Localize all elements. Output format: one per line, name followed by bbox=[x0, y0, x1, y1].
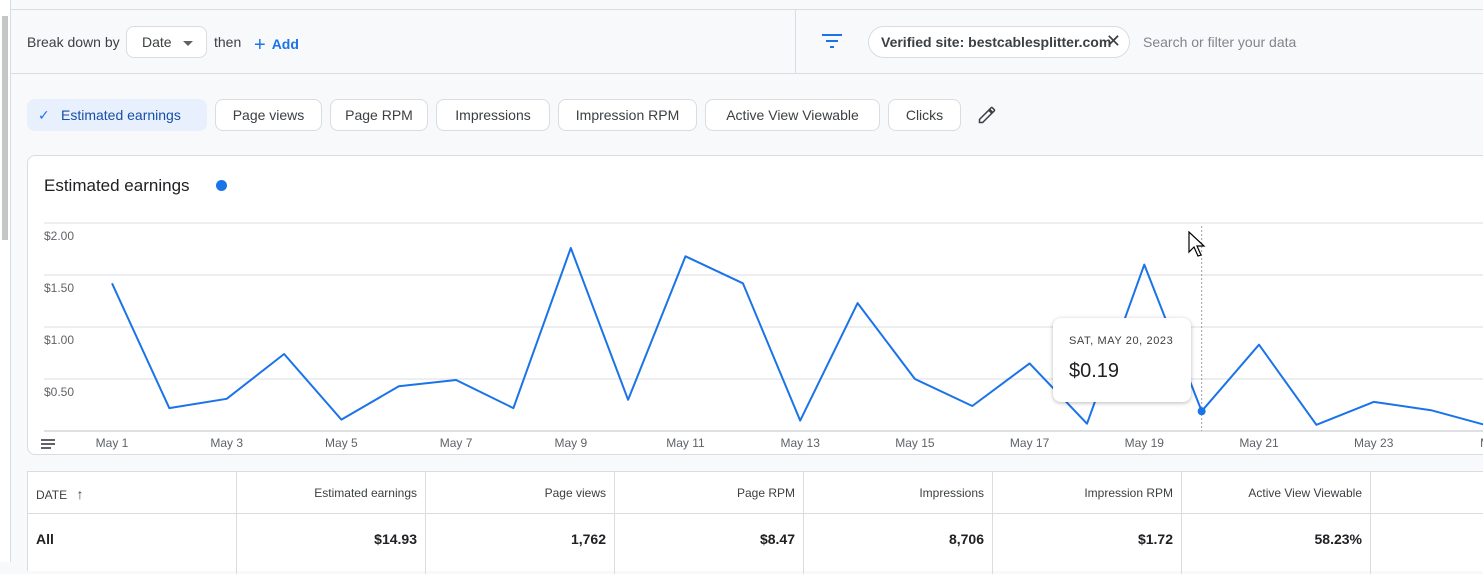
metric-chip-clicks[interactable]: Clicks bbox=[888, 99, 961, 131]
arrow-up-icon: ↑ bbox=[76, 486, 84, 502]
report-table: DATE ↑ Estimated earnings Page views Pag… bbox=[27, 471, 1483, 574]
breakdown-label: Break down by bbox=[27, 34, 120, 50]
column-header-estimated-earnings[interactable]: Estimated earnings bbox=[237, 472, 426, 514]
y-tick-label: $2.00 bbox=[44, 229, 74, 243]
filter-icon[interactable] bbox=[822, 34, 842, 50]
x-tick-label: May 17 bbox=[1010, 436, 1050, 450]
metric-chip-label: Estimated earnings bbox=[61, 107, 181, 123]
column-header-page-views[interactable]: Page views bbox=[426, 472, 615, 514]
column-header-impressions[interactable]: Impressions bbox=[804, 472, 993, 514]
table-cell-page-views: 1,762 bbox=[426, 514, 615, 574]
plus-icon: + bbox=[254, 34, 266, 56]
add-breakdown-button[interactable]: + Add bbox=[254, 32, 299, 56]
metric-chip-label: Page RPM bbox=[345, 107, 413, 123]
check-icon: ✓ bbox=[38, 107, 50, 123]
y-tick-label: $1.00 bbox=[44, 333, 74, 347]
verified-site-filter-label: Verified site: bestcablesplitter.com bbox=[881, 34, 1112, 50]
y-tick-label: $1.50 bbox=[44, 281, 74, 295]
filter-search-input[interactable]: Search or filter your data bbox=[1143, 34, 1297, 50]
table-cell-date: All bbox=[28, 514, 237, 574]
x-tick-label: May 11 bbox=[666, 436, 705, 450]
column-header-page-rpm[interactable]: Page RPM bbox=[615, 472, 804, 514]
earnings-line-chart[interactable]: $0.50 $1.00 $1.50 $2.00 May 1 May 3 May 5 May 7… bbox=[28, 156, 1483, 456]
verified-site-filter-chip[interactable]: Verified site: bestcablesplitter.com ✕ bbox=[868, 26, 1130, 58]
report-toolbar: Break down by Date then + Add Verified si… bbox=[11, 10, 1483, 74]
metric-chip-label: Active View Viewable bbox=[726, 107, 859, 123]
add-breakdown-label: Add bbox=[271, 36, 299, 52]
toolbar-divider bbox=[795, 10, 796, 74]
chart-title: Estimated earnings bbox=[44, 176, 190, 195]
metric-chip-impressions[interactable]: Impressions bbox=[436, 99, 550, 131]
breakdown-select[interactable]: Date bbox=[126, 26, 207, 58]
tooltip-date: SAT, MAY 20, 2023 bbox=[1069, 335, 1174, 347]
table-cell-impressions: 8,706 bbox=[804, 514, 993, 574]
table-cell-page-rpm: $8.47 bbox=[615, 514, 804, 574]
earnings-series-line bbox=[111, 247, 1483, 426]
metric-chip-page-rpm[interactable]: Page RPM bbox=[330, 99, 428, 131]
scrollbar-thumb[interactable] bbox=[2, 16, 8, 240]
tooltip-value: $0.19 bbox=[1069, 360, 1120, 382]
chart-tooltip: SAT, MAY 20, 2023 $0.19 bbox=[1053, 318, 1191, 402]
metric-chip-active-view-viewable[interactable]: Active View Viewable bbox=[705, 99, 880, 131]
hover-point bbox=[1197, 407, 1206, 416]
x-tick-label: May 5 bbox=[325, 436, 358, 450]
column-header-active-view-viewable[interactable]: Active View Viewable bbox=[1182, 472, 1371, 514]
chart-card: Estimated earnings $0.50 $1.00 $1.50 $2.00 M… bbox=[27, 155, 1483, 455]
y-tick-label: $0.50 bbox=[44, 385, 74, 399]
x-tick-label: May 15 bbox=[895, 436, 935, 450]
caret-down-icon bbox=[183, 41, 193, 46]
close-icon[interactable]: ✕ bbox=[1105, 31, 1121, 51]
metric-chip-label: Clicks bbox=[905, 107, 944, 123]
mouse-pointer-icon bbox=[1188, 231, 1206, 257]
metric-chip-label: Impression RPM bbox=[575, 107, 680, 123]
x-tick-label: May 19 bbox=[1125, 436, 1165, 450]
x-tick-label: May 7 bbox=[440, 436, 473, 450]
metric-chip-estimated-earnings[interactable]: ✓ Estimated earnings bbox=[27, 99, 207, 131]
metric-chip-label: Impressions bbox=[455, 107, 531, 123]
metric-chip-label: Page views bbox=[232, 107, 305, 123]
top-divider bbox=[11, 9, 1483, 10]
table-cell-active-view-viewable: 58.23% bbox=[1182, 514, 1371, 574]
column-header-impression-rpm[interactable]: Impression RPM bbox=[993, 472, 1182, 514]
then-label: then bbox=[214, 34, 242, 50]
table-cell-impression-rpm: $1.72 bbox=[993, 514, 1182, 574]
table-cell-estimated-earnings: $14.93 bbox=[237, 514, 426, 574]
x-tick-label: May 9 bbox=[554, 436, 587, 450]
breakdown-select-value: Date bbox=[142, 34, 172, 50]
x-tick-label: May 23 bbox=[1354, 436, 1394, 450]
left-panel-strip bbox=[0, 0, 11, 562]
column-header-label: DATE bbox=[36, 488, 68, 502]
x-tick-label: May 3 bbox=[210, 436, 243, 450]
metric-chip-page-views[interactable]: Page views bbox=[215, 99, 322, 131]
x-tick-label: May 21 bbox=[1239, 436, 1279, 450]
metric-chip-impression-rpm[interactable]: Impression RPM bbox=[558, 99, 697, 131]
x-tick-label: May 1 bbox=[96, 436, 129, 450]
column-header-date[interactable]: DATE ↑ bbox=[28, 472, 237, 514]
x-tick-label: May 13 bbox=[781, 436, 821, 450]
menu-icon[interactable] bbox=[41, 439, 55, 450]
x-tick-label: Ma bbox=[1480, 436, 1483, 450]
series-color-dot bbox=[216, 180, 227, 191]
table-header-divider bbox=[28, 513, 1483, 514]
pencil-icon[interactable] bbox=[977, 105, 997, 125]
